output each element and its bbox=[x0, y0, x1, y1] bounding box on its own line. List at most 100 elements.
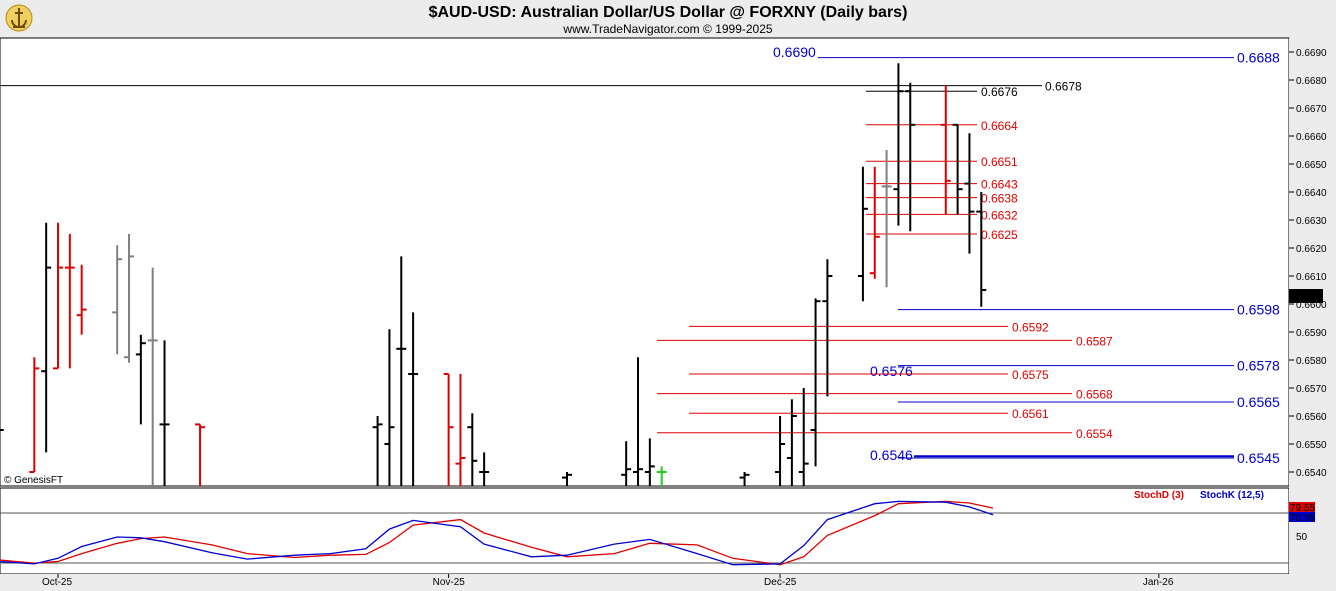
date-tick-label: Oct-25 bbox=[42, 577, 72, 588]
level-label: 0.6651 bbox=[981, 155, 1018, 169]
ohlc-bar bbox=[798, 388, 809, 486]
ohlc-bar bbox=[147, 267, 158, 486]
price-tick-label: 0.6600 bbox=[1296, 300, 1327, 311]
ohlc-bar bbox=[810, 298, 821, 467]
ohlc-bar bbox=[905, 82, 916, 232]
level-label: 0.6568 bbox=[1076, 388, 1113, 402]
price-axis-ticks: 0.6540 0.6550 0.6560 0.6570 0.6580 0.6590 0.66… bbox=[1289, 48, 1327, 479]
legend-stochd: StochD (3) bbox=[1134, 490, 1184, 501]
level-label: 0.6664 bbox=[981, 119, 1018, 133]
price-tick-label: 0.6650 bbox=[1296, 160, 1327, 171]
level-label: 0.6676 bbox=[981, 85, 1018, 99]
level-label: 0.6545 bbox=[1237, 450, 1280, 466]
date-axis-ticks: Oct-25 Nov-25 Dec-25 Jan-26 bbox=[42, 574, 1174, 588]
ohlc-bar bbox=[940, 85, 951, 215]
stochd-last-box bbox=[1289, 502, 1315, 512]
ohlc-bar bbox=[786, 399, 797, 486]
date-axis bbox=[0, 574, 1289, 591]
level-label: 0.6643 bbox=[981, 178, 1018, 192]
price-tick-label: 0.6630 bbox=[1296, 216, 1327, 227]
ohlc-bar bbox=[53, 222, 63, 370]
ohlc-bar bbox=[644, 438, 655, 486]
level-label: 0.6632 bbox=[981, 208, 1018, 222]
price-tick-label: 0.6610 bbox=[1296, 272, 1327, 283]
header-band bbox=[0, 0, 1336, 38]
price-tick-label: 0.6570 bbox=[1296, 384, 1327, 395]
date-tick-label: Jan-26 bbox=[1143, 577, 1174, 588]
ohlc-bar bbox=[479, 452, 490, 486]
ohlc-bar bbox=[372, 416, 383, 486]
ohlc-bar bbox=[443, 373, 454, 486]
ohlc-bar bbox=[76, 264, 87, 335]
level-label: 0.6625 bbox=[981, 228, 1018, 242]
price-levels: 0.6690 0.6688 0.6678 0.6676 0.6664 0.6651 0.66… bbox=[0, 44, 1280, 466]
stoch-series-line bbox=[0, 500, 994, 566]
ohlc-bar bbox=[561, 472, 572, 486]
ohlc-bar bbox=[775, 416, 786, 486]
level-label: 0.6688 bbox=[1237, 50, 1280, 66]
ohlc-bars bbox=[0, 63, 987, 486]
level-label: 0.6598 bbox=[1237, 302, 1280, 318]
last-price-label: 0.6605 bbox=[1291, 292, 1322, 303]
logo-icon bbox=[5, 4, 33, 32]
date-tick-label: Nov-25 bbox=[433, 577, 466, 588]
ohlc-bar bbox=[621, 441, 632, 486]
stochastic-lines bbox=[0, 500, 1289, 566]
ohlc-bar bbox=[159, 340, 170, 486]
level-label: 0.6561 bbox=[1012, 407, 1049, 421]
price-tick-label: 0.6660 bbox=[1296, 132, 1327, 143]
last-price-box bbox=[1289, 289, 1323, 303]
ohlc-bar bbox=[396, 256, 407, 486]
ohlc-bar bbox=[633, 357, 644, 486]
level-label: 0.6575 bbox=[1012, 368, 1049, 382]
price-panel bbox=[0, 37, 1290, 487]
level-label: 0.6587 bbox=[1076, 334, 1113, 348]
ohlc-bar bbox=[384, 329, 395, 486]
ohlc-bar bbox=[112, 245, 123, 355]
ohlc-bar bbox=[195, 423, 206, 486]
price-axis bbox=[1289, 38, 1336, 591]
watermark: © GenesisFT bbox=[4, 475, 63, 486]
stochastic-panel bbox=[0, 487, 1290, 575]
ohlc-bar bbox=[739, 472, 750, 486]
price-tick-label: 0.6620 bbox=[1296, 244, 1327, 255]
ohlc-bar bbox=[41, 222, 52, 453]
price-tick-label: 0.6670 bbox=[1296, 104, 1327, 115]
ohlc-bar bbox=[408, 312, 419, 486]
price-tick-label: 0.6540 bbox=[1296, 468, 1327, 479]
level-label: 0.6678 bbox=[1045, 80, 1082, 94]
ohlc-bar bbox=[656, 466, 667, 486]
date-tick-label: Dec-25 bbox=[764, 577, 797, 588]
ohlc-bar bbox=[893, 63, 904, 226]
ohlc-bar bbox=[29, 357, 40, 473]
level-label: 0.6546 bbox=[870, 447, 913, 463]
level-label: 0.6592 bbox=[1012, 320, 1049, 334]
chart-subtitle: www.TradeNavigator.com © 1999-2025 bbox=[562, 22, 772, 36]
price-tick-label: 0.6560 bbox=[1296, 412, 1327, 423]
ohlc-bar bbox=[64, 234, 75, 369]
price-tick-label: 0.6580 bbox=[1296, 356, 1327, 367]
stochd-last-label: 79.55 bbox=[1290, 503, 1315, 514]
stoch-tick-50: 50 bbox=[1296, 532, 1308, 543]
price-tick-label: 0.6690 bbox=[1296, 48, 1327, 59]
level-label: 0.6690 bbox=[773, 44, 816, 60]
level-label: 0.6578 bbox=[1237, 358, 1280, 374]
ohlc-bar bbox=[124, 234, 135, 363]
ohlc-bar bbox=[455, 374, 466, 486]
ohlc-bar bbox=[467, 413, 478, 486]
ohlc-bar bbox=[135, 334, 146, 425]
ohlc-bar bbox=[857, 166, 868, 302]
price-tick-label: 0.6590 bbox=[1296, 328, 1327, 339]
price-tick-label: 0.6550 bbox=[1296, 440, 1327, 451]
chart-title: $AUD-USD: Australian Dollar/US Dollar @ … bbox=[429, 4, 908, 21]
price-tick-label: 0.6680 bbox=[1296, 76, 1327, 87]
ohlc-bar bbox=[964, 133, 975, 254]
level-label: 0.6565 bbox=[1237, 394, 1280, 410]
level-label: 0.6576 bbox=[870, 363, 913, 379]
ohlc-bar bbox=[869, 166, 880, 279]
ohlc-bar bbox=[976, 192, 987, 307]
ohlc-bar bbox=[0, 429, 4, 431]
legend-stochk: StochK (12,5) bbox=[1200, 490, 1264, 501]
level-label: 0.6638 bbox=[981, 192, 1018, 206]
